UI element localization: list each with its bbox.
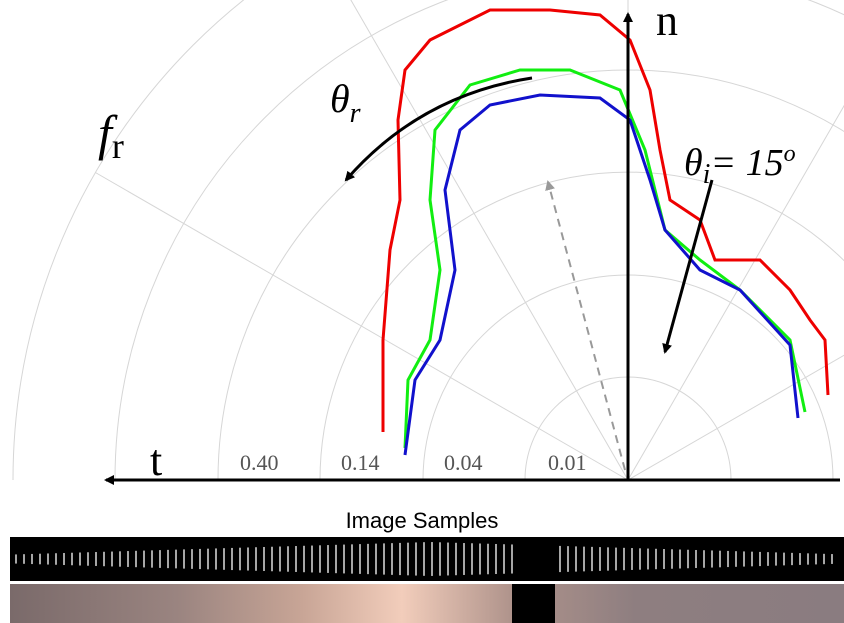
brdf-label: fr — [98, 105, 124, 166]
samples-title: Image Samples — [346, 508, 499, 533]
theta-r-symbol: θ — [330, 76, 350, 121]
grid-spoke — [321, 0, 629, 480]
theta-r-label: θr — [330, 76, 361, 129]
theta-i-degree: o — [784, 141, 796, 167]
tangent-label: t — [150, 436, 162, 485]
grid-ring — [320, 172, 844, 480]
strip-gap — [512, 584, 555, 623]
grid-ring — [13, 0, 844, 480]
theta-i-value: = 15 — [710, 142, 783, 184]
theta-i-arrow — [665, 180, 712, 352]
polar-grid — [13, 0, 844, 480]
ring-label: 0.04 — [444, 450, 483, 475]
sample-strip — [10, 584, 844, 623]
theta-r-arrow — [346, 78, 532, 180]
grid-ring — [218, 70, 844, 480]
theta-i-symbol: θ — [684, 142, 703, 184]
theta-i-subscript: i — [703, 159, 711, 190]
grid-spoke — [628, 0, 844, 480]
ring-label: 0.40 — [240, 450, 279, 475]
ring-label: 0.01 — [548, 450, 587, 475]
figure: n t fr θr θi= 15o 0.40 0.14 0.04 0.01 Im… — [0, 0, 844, 623]
ring-label: 0.14 — [341, 450, 380, 475]
theta-r-subscript: r — [350, 98, 361, 129]
sample-bar — [10, 537, 844, 581]
grid-spoke — [95, 173, 628, 481]
dashed-arrow — [548, 182, 625, 470]
normal-label: n — [656, 0, 678, 45]
brdf-subscript: r — [112, 126, 124, 166]
theta-i-label: θi= 15o — [684, 141, 796, 190]
